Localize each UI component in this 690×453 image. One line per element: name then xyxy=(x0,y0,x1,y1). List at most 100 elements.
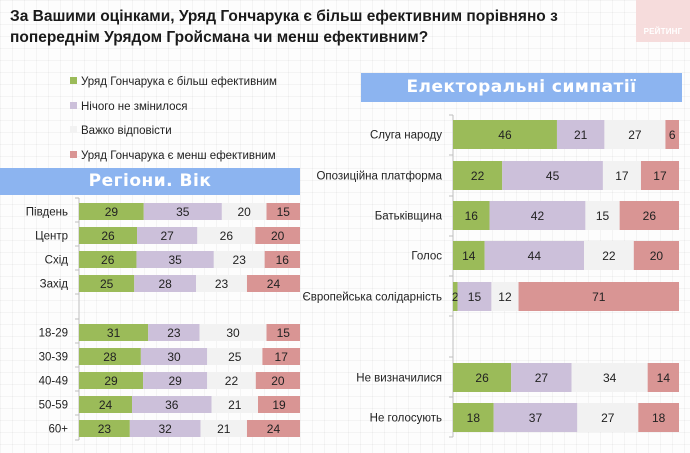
legend-swatch-icon xyxy=(70,102,77,109)
bar-segment xyxy=(264,251,300,268)
bar-segment xyxy=(199,324,267,341)
data-label: 15 xyxy=(468,290,482,304)
bar-segment xyxy=(137,227,198,244)
data-label: 42 xyxy=(531,209,545,223)
bar-segment xyxy=(457,282,492,311)
data-label: 34 xyxy=(603,371,617,385)
category-label: Схід xyxy=(45,255,69,267)
bar-segment xyxy=(213,251,265,268)
data-label: 20 xyxy=(271,229,285,243)
logo-text: РЕЙТИНГ xyxy=(643,27,683,36)
data-label: 14 xyxy=(462,249,476,263)
bar-segment xyxy=(79,275,135,292)
data-label: 18 xyxy=(652,411,666,425)
legend-item-no-change: Нічого не змінилося xyxy=(70,101,187,117)
bar-segment xyxy=(502,161,603,190)
bar-segment xyxy=(255,372,300,389)
data-label: 26 xyxy=(101,253,115,267)
bar-segment xyxy=(246,275,300,292)
bar-segment xyxy=(79,396,133,413)
legend-swatch-icon xyxy=(70,151,77,158)
category-label: Батьківщина xyxy=(375,211,443,223)
electoral-banner: Електоральні симпатії xyxy=(361,73,682,102)
bar-segment xyxy=(134,275,197,292)
legend-item-less-effective: Уряд Гончарука є менш ефективним xyxy=(70,150,276,166)
data-label: 21 xyxy=(574,128,588,142)
data-label: 23 xyxy=(98,422,112,436)
data-label: 46 xyxy=(498,128,512,142)
bar-segment xyxy=(453,241,485,270)
data-label: 26 xyxy=(101,229,115,243)
regions-age-banner: Регіони. Вік xyxy=(0,168,300,195)
bar-segment xyxy=(604,120,666,149)
bar-segment xyxy=(647,363,679,392)
bar-segment xyxy=(143,372,208,389)
bar-segment xyxy=(577,403,639,432)
data-label: 22 xyxy=(602,249,616,263)
data-label: 15 xyxy=(277,205,291,219)
data-label: 21 xyxy=(217,422,231,436)
bar-segment xyxy=(484,241,585,270)
legend-item-hard-to-say: Важко відповісти xyxy=(70,125,172,141)
data-label: 17 xyxy=(615,169,629,183)
bar-segment xyxy=(665,120,679,149)
data-label: 15 xyxy=(277,326,291,340)
category-label: Південь xyxy=(26,207,68,219)
category-label: 40-49 xyxy=(39,376,68,388)
data-label: 28 xyxy=(159,277,173,291)
bar-segment xyxy=(453,403,494,432)
bar-segment xyxy=(207,348,263,365)
bar-segment xyxy=(136,251,214,268)
bar-segment xyxy=(197,227,256,244)
bar-segment xyxy=(211,396,259,413)
data-label: 27 xyxy=(628,128,642,142)
category-label: Голос xyxy=(411,251,442,263)
data-label: 30 xyxy=(226,326,240,340)
data-label: 27 xyxy=(601,411,615,425)
category-label: Не голосують xyxy=(370,413,442,425)
category-label: Опозиційна платформа xyxy=(316,171,442,183)
data-label: 29 xyxy=(104,374,118,388)
legend-swatch-icon xyxy=(70,126,77,133)
bar-segment xyxy=(221,203,267,220)
data-label: 24 xyxy=(267,422,281,436)
data-label: 35 xyxy=(168,253,182,267)
bar-segment xyxy=(491,282,519,311)
bar-segment xyxy=(453,363,512,392)
data-label: 16 xyxy=(276,253,290,267)
category-label: Захід xyxy=(40,279,69,291)
bar-segment xyxy=(79,420,130,437)
data-label: 27 xyxy=(535,371,549,385)
data-label: 36 xyxy=(165,398,179,412)
chart-title: За Вашими оцінками, Уряд Гончарука є біл… xyxy=(10,8,558,46)
data-label: 31 xyxy=(107,326,121,340)
bar-segment xyxy=(585,201,620,230)
data-label: 44 xyxy=(528,249,542,263)
bar-segment xyxy=(638,403,679,432)
bar-segment xyxy=(258,396,300,413)
category-label: Не визначилися xyxy=(356,373,442,385)
bar-segment xyxy=(489,201,586,230)
data-label: 35 xyxy=(176,205,190,219)
bar-segment xyxy=(453,282,458,311)
data-label: 22 xyxy=(471,169,485,183)
category-label: 18-29 xyxy=(39,328,68,340)
data-label: 32 xyxy=(159,422,173,436)
data-label: 14 xyxy=(657,371,671,385)
data-label: 23 xyxy=(167,326,181,340)
bar-segment xyxy=(140,348,208,365)
data-label: 71 xyxy=(592,290,606,304)
bar-segment xyxy=(143,203,222,220)
bar-segment xyxy=(129,420,201,437)
bar-segment xyxy=(493,403,578,432)
data-label: 16 xyxy=(465,209,479,223)
bar-segment xyxy=(255,227,300,244)
data-label: 22 xyxy=(225,374,239,388)
bar-segment xyxy=(148,324,200,341)
data-label: 37 xyxy=(529,411,543,425)
data-label: 24 xyxy=(99,398,113,412)
data-label: 20 xyxy=(238,205,252,219)
data-label: 6 xyxy=(669,128,676,142)
data-label: 12 xyxy=(498,290,512,304)
bar-segment xyxy=(79,348,141,365)
